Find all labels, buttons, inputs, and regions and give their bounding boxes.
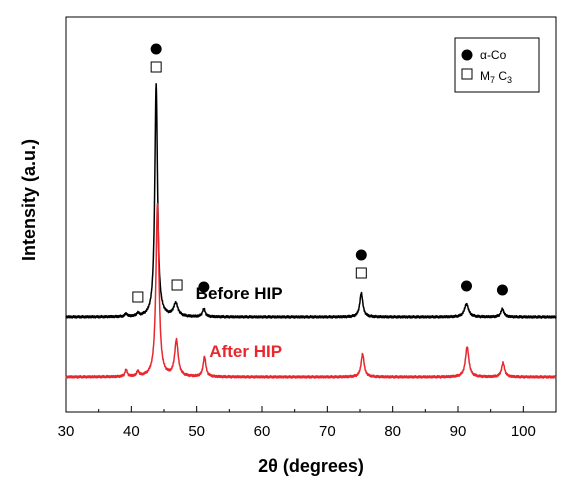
m7c3-peak-marker	[355, 267, 367, 279]
legend: α-Co M7 C3	[454, 37, 540, 93]
x-tick-label: 60	[254, 423, 271, 440]
m7c3-peak-marker	[150, 61, 162, 73]
x-tick-label: 70	[319, 423, 336, 440]
x-tick-label: 40	[123, 423, 140, 440]
x-tick-label: 50	[188, 423, 205, 440]
legend-label-alpha-co: α-Co	[480, 48, 507, 62]
alpha-co-peak-marker	[355, 249, 367, 261]
series-line-before-hip	[65, 82, 557, 319]
x-axis-title: 2θ (degrees)	[258, 456, 364, 476]
plot-border	[65, 16, 557, 413]
alpha-co-peak-marker	[496, 284, 508, 296]
x-tick-label: 90	[450, 423, 467, 440]
alpha-co-peak-marker	[198, 281, 210, 293]
series-line-after-hip	[65, 202, 557, 379]
x-tick-label: 100	[511, 423, 536, 440]
legend-marker-m7c3	[461, 68, 473, 80]
legend-label-m7c3: M7 C3	[480, 69, 512, 85]
x-axis: 30 40 50 60 70 80 90 100	[58, 406, 536, 440]
plot-frame	[65, 16, 557, 413]
alpha-co-peak-marker	[150, 43, 162, 55]
series-layer	[65, 82, 557, 379]
x-tick-label: 80	[384, 423, 401, 440]
curve-label-after-hip: After HIP	[209, 342, 282, 361]
peak-markers	[132, 43, 508, 303]
curve-labels: Before HIP After HIP	[196, 284, 283, 361]
m7c3-peak-marker	[132, 291, 144, 303]
y-axis-title: Intensity (a.u.)	[19, 139, 39, 261]
curve-label-before-hip: Before HIP	[196, 284, 283, 303]
legend-marker-alpha-co	[461, 49, 473, 61]
m7c3-peak-marker	[171, 279, 183, 291]
legend-box	[454, 37, 540, 93]
x-tick-label: 30	[58, 423, 75, 440]
alpha-co-peak-marker	[460, 280, 472, 292]
